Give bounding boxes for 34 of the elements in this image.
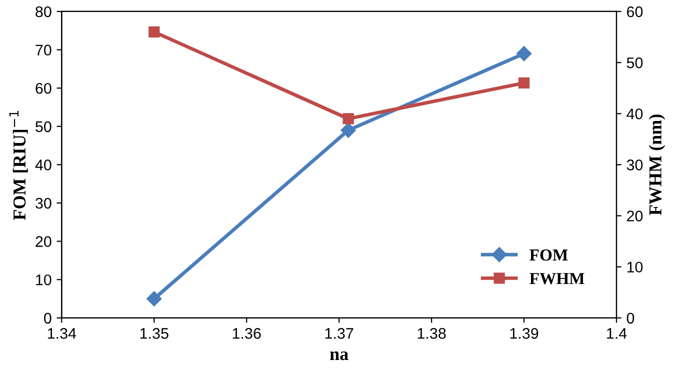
y-tick-label: 20: [36, 236, 52, 247]
x-tick-label: 1.34: [48, 328, 76, 339]
y2-tick-label: 40: [626, 108, 643, 120]
y2-tick-label: 0: [626, 312, 634, 324]
y2-tick-label: 50: [626, 57, 643, 68]
y-tick-label: 30: [36, 198, 52, 209]
x-axis-title: na: [330, 351, 348, 360]
y-tick-label: 40: [35, 160, 52, 170]
y-tick-label: 0: [44, 312, 52, 324]
point: [516, 46, 532, 62]
y-tick-label: 10: [36, 274, 52, 286]
y2-tick-label: 20: [626, 210, 643, 222]
legend-label: FOM: [530, 249, 568, 261]
legend-label: FWHM: [530, 273, 584, 284]
point: [518, 77, 530, 89]
x-tick-label: 1.35: [140, 328, 168, 339]
y-tick-label: 50: [36, 121, 52, 132]
point: [146, 291, 162, 306]
x-tick-label: 1.39: [510, 328, 538, 339]
x-tick-label: 1.38: [418, 328, 446, 339]
x-tick-label: 1.36: [232, 328, 261, 339]
point: [342, 113, 354, 124]
y-tick-label: 80: [36, 6, 52, 18]
y-axis-title: FOM [RIU]$^{−1}$: [9, 110, 28, 220]
y2-tick-label: 10: [627, 262, 643, 273]
x-tick-label: 1.37: [325, 328, 354, 339]
x-tick-label: 1.4: [607, 328, 627, 339]
y-tick-label: 60: [36, 82, 52, 94]
y2-tick-label: 30: [626, 160, 643, 170]
y2-tick-label: 60: [627, 6, 643, 18]
y-tick-label: 70: [36, 44, 52, 56]
y2-axis-title: FWHM (nm): [648, 114, 666, 216]
point: [340, 122, 356, 138]
point: [148, 26, 160, 38]
